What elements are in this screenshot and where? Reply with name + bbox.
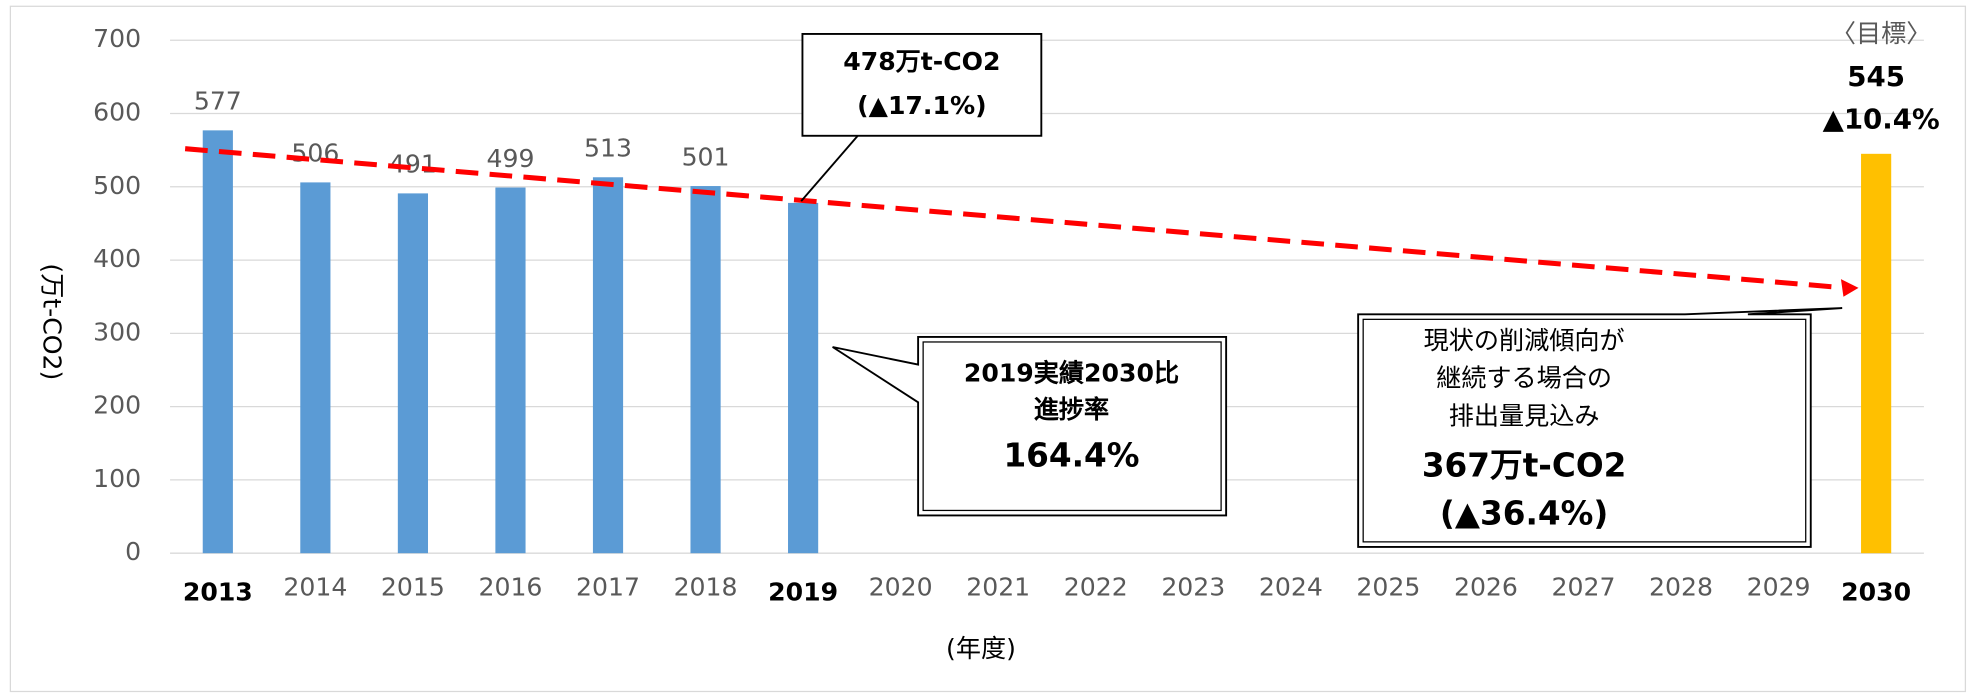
x-tick-label: 2022: [1064, 572, 1128, 601]
y-tick-label: 500: [93, 171, 141, 200]
x-tick-label: 2017: [576, 572, 640, 601]
bar: [1861, 153, 1892, 554]
callout-text: 2019実績2030比: [964, 359, 1179, 388]
data-label: 499: [486, 144, 534, 173]
x-tick-label: 2014: [283, 572, 347, 601]
bar: [592, 177, 624, 554]
bar: [397, 193, 429, 554]
x-tick-label: 2027: [1552, 572, 1616, 601]
y-tick-label: 200: [93, 391, 141, 420]
callout-box: [801, 33, 1043, 137]
x-tick-label: 2023: [1161, 572, 1225, 601]
x-tick-label: 2013: [183, 577, 253, 606]
x-tick-label: 2026: [1454, 572, 1518, 601]
data-label: 501: [682, 142, 730, 171]
callout-text: 478万t-CO2: [843, 47, 1000, 76]
callout-text: 継続する場合の: [1436, 364, 1612, 393]
y-axis-label: (万t-CO2): [38, 263, 67, 380]
x-tick-label: 2024: [1259, 572, 1323, 601]
x-tick-label: 2019: [768, 577, 838, 606]
y-tick-label: 600: [93, 98, 141, 127]
trend-line: [184, 146, 1847, 291]
data-label: 513: [584, 134, 632, 163]
x-tick-label: 2030: [1841, 577, 1911, 606]
callout-text: 進捗率: [1034, 395, 1109, 424]
x-tick-label: 2020: [869, 572, 933, 601]
x-tick-label: 2021: [966, 572, 1030, 601]
trend-arrowhead: [1840, 279, 1859, 297]
bar: [495, 187, 526, 554]
x-tick-label: 2029: [1747, 572, 1811, 601]
target-label: 〈目標〉: [1831, 19, 1932, 48]
callout-text: 164.4%: [1003, 437, 1139, 475]
bar: [788, 202, 819, 554]
callout-inner: [922, 341, 1222, 512]
y-tick-label: 400: [93, 244, 141, 273]
y-tick-label: 700: [93, 24, 141, 53]
callout-text: 367万t-CO2: [1422, 447, 1627, 485]
callout-box: [832, 335, 1228, 517]
x-tick-label: 2016: [478, 572, 542, 601]
callout-box: [1357, 307, 1843, 548]
bar: [202, 130, 233, 554]
x-tick-label: 2028: [1649, 572, 1713, 601]
x-tick-label: 2025: [1356, 572, 1420, 601]
data-label: 577: [194, 87, 242, 116]
target-change: ▲10.4%: [1823, 103, 1940, 136]
callout-pointer: [800, 135, 859, 202]
callout-text: (▲17.1%): [857, 91, 986, 120]
bar: [690, 186, 721, 554]
x-axis-label: (年度): [946, 634, 1016, 663]
x-tick-label: 2018: [674, 572, 738, 601]
bar: [300, 182, 331, 554]
y-tick-label: 100: [93, 464, 141, 493]
callout-text: (▲36.4%): [1440, 494, 1608, 532]
y-tick-label: 0: [125, 537, 141, 566]
callout-text: 現状の削減傾向が: [1424, 326, 1625, 355]
data-label: 545: [1847, 60, 1905, 93]
x-tick-label: 2015: [381, 572, 445, 601]
y-tick-label: 300: [93, 317, 141, 346]
callout-inner: [1362, 318, 1807, 543]
callout-text: 排出量見込み: [1449, 401, 1600, 430]
